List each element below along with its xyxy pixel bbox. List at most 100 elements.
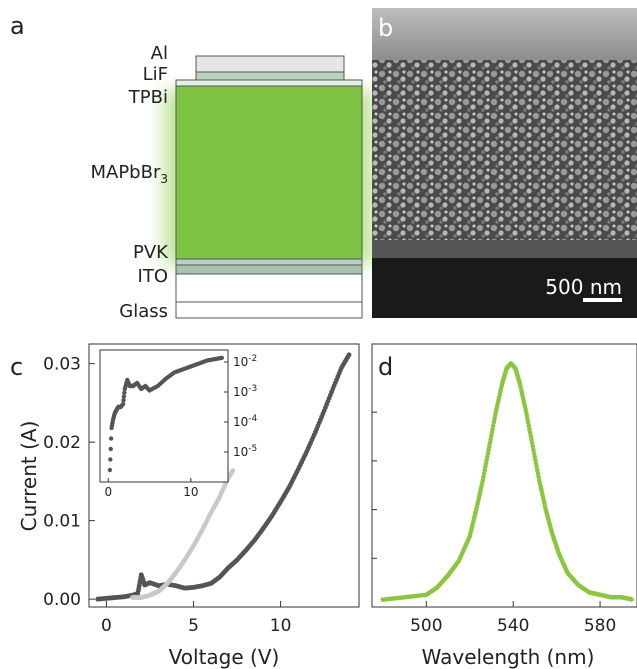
sem-surface xyxy=(372,8,637,63)
label-tpbi: TPBi xyxy=(128,87,168,108)
el-point xyxy=(481,471,487,476)
el-point xyxy=(529,437,534,442)
inset-ytick-label: 10-5 xyxy=(233,444,257,459)
inset-points xyxy=(107,355,225,473)
el-point xyxy=(486,443,492,449)
el-point xyxy=(488,437,493,442)
iv-xlabel: Voltage (V) xyxy=(169,645,280,669)
inset-point xyxy=(122,390,127,395)
iv-point xyxy=(230,468,236,474)
el-point xyxy=(485,454,490,459)
layer-labels: Al LiF TPBi MAPbBr3 PVK ITO Glass xyxy=(90,43,169,322)
label-ito: ITO xyxy=(138,266,168,287)
el-point xyxy=(492,416,497,422)
label-mapbbr3-subscript: 3 xyxy=(160,172,168,186)
el-point xyxy=(482,467,488,473)
el-point xyxy=(535,471,541,476)
el-point xyxy=(526,423,532,429)
inset-point xyxy=(107,467,113,473)
el-plot-frame xyxy=(371,343,637,608)
iv-axis-ticks: 0 5 10 0.00 0.01 0.02 0.03 xyxy=(43,355,291,636)
sem-substrate xyxy=(372,258,637,318)
inset-point xyxy=(219,355,225,361)
el-point xyxy=(527,430,533,435)
el-point xyxy=(534,467,540,473)
iv-plot-frame xyxy=(88,343,360,608)
iv-point xyxy=(346,352,352,358)
layer-glass xyxy=(175,301,363,319)
inset-point xyxy=(108,457,113,462)
panel-b-label: b xyxy=(378,14,393,42)
iv-ytick-label: 0.00 xyxy=(43,590,81,610)
el-point xyxy=(530,443,536,449)
iv-ytick-label: 0.01 xyxy=(43,512,81,532)
inset-ytick-base: 10 xyxy=(233,355,248,369)
layer-al xyxy=(195,55,345,73)
label-al: Al xyxy=(151,43,168,64)
el-point xyxy=(490,423,496,429)
el-point xyxy=(524,413,530,418)
iv-xtick-label: 5 xyxy=(188,616,199,636)
inset-ytick-exponent: -5 xyxy=(248,444,257,454)
el-point xyxy=(489,430,495,435)
iv-plot: 0 5 100.000.010.020.03 0 1010-210-310-410-5… xyxy=(17,343,360,669)
inset-ytick-label: 10-3 xyxy=(233,384,257,399)
el-point xyxy=(532,454,537,459)
label-mapbbr3-main: MAPbBr xyxy=(90,162,160,183)
sem-grains xyxy=(372,60,637,240)
panel-d-label: d xyxy=(378,353,393,381)
el-point xyxy=(531,450,537,456)
inset-xtick-label: 10 xyxy=(183,485,198,499)
el-data-points xyxy=(380,361,634,602)
iv-data-points xyxy=(95,352,352,602)
iv-ylabel: Current (A) xyxy=(17,421,41,532)
el-point xyxy=(629,597,634,602)
el-point xyxy=(481,474,486,480)
iv-xtick-label: 0 xyxy=(101,616,112,636)
el-point xyxy=(525,416,530,422)
inset-point xyxy=(121,398,126,403)
el-point xyxy=(528,433,534,439)
inset-ytick-base: 10 xyxy=(233,415,248,429)
el-xtick-label: 500 xyxy=(410,616,442,636)
label-lif: LiF xyxy=(143,64,168,85)
inset-ytick-label: 10-2 xyxy=(233,354,257,369)
el-point xyxy=(533,461,539,466)
inset-ytick-exponent: -4 xyxy=(248,414,257,424)
el-point xyxy=(486,447,491,452)
label-glass: Glass xyxy=(119,301,168,322)
sem-interface xyxy=(372,240,637,258)
scale-bar-label: 500 nm xyxy=(545,275,622,299)
el-point xyxy=(484,457,489,463)
iv-ytick-label: 0.03 xyxy=(43,355,81,375)
el-xtick-label: 580 xyxy=(584,616,616,636)
el-point xyxy=(533,457,538,463)
el-point xyxy=(485,450,491,456)
el-point xyxy=(492,413,498,418)
scale-bar xyxy=(583,298,622,302)
el-point xyxy=(480,478,486,483)
label-mapbbr3: MAPbBr3 xyxy=(90,162,168,186)
el-point xyxy=(531,447,536,452)
layer-tpbi xyxy=(175,79,363,87)
panel-a-label: a xyxy=(10,12,25,40)
el-point xyxy=(483,464,488,470)
el-point xyxy=(488,433,494,439)
layer-ito xyxy=(175,264,363,275)
iv-xtick-label: 10 xyxy=(270,616,292,636)
el-axis-ticks: 500 540 580 xyxy=(372,411,616,636)
panel-c-label: c xyxy=(10,353,23,381)
el-point xyxy=(525,420,531,425)
inset-ytick-label: 10-4 xyxy=(233,414,258,429)
device-stack xyxy=(164,55,374,319)
el-point xyxy=(483,461,489,466)
inset-ytick-exponent: -2 xyxy=(248,354,257,364)
inset-xtick-label: 0 xyxy=(104,485,112,499)
iv-ytick-label: 0.02 xyxy=(43,433,81,453)
el-point xyxy=(529,440,535,446)
inset-point xyxy=(120,401,126,407)
el-point xyxy=(527,426,532,432)
inset-ytick-exponent: -3 xyxy=(248,384,257,394)
el-point xyxy=(536,474,541,480)
